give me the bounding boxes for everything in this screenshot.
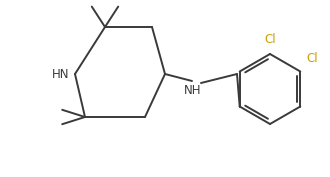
Text: Cl: Cl bbox=[264, 33, 276, 46]
Text: Cl: Cl bbox=[306, 53, 318, 65]
Text: NH: NH bbox=[184, 84, 202, 97]
Text: HN: HN bbox=[51, 67, 69, 81]
